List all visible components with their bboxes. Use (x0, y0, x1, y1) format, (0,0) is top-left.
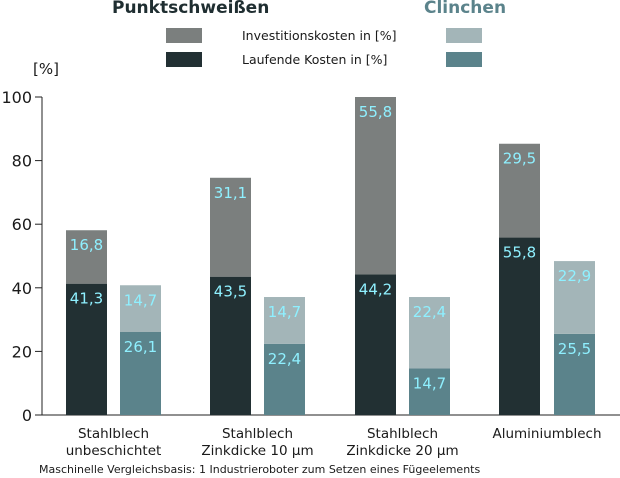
x-tick-label-2-line1: Stahlblech (367, 426, 438, 442)
clinch-running-label-0: 26,1 (124, 338, 157, 356)
legend-swatch-punkt-investment (166, 28, 202, 43)
clinch-investment-label-1: 14,7 (268, 303, 301, 321)
punkt-running-label-3: 55,8 (503, 244, 536, 262)
punkt-investment-label-1: 31,1 (214, 184, 247, 202)
clinch-investment-bar-3 (554, 261, 595, 334)
x-tick-label-1-line1: Stahlblech (222, 426, 293, 442)
punkt-running-bar-1 (210, 276, 251, 415)
clinch-investment-bar-0 (120, 285, 161, 333)
clinch-running-label-3: 25,5 (558, 340, 591, 358)
punkt-running-bar-3 (499, 237, 540, 415)
clinch-investment-bar-2 (409, 297, 450, 369)
punkt-running-label-0: 41,3 (70, 290, 103, 308)
clinch-investment-label-3: 22,9 (558, 267, 591, 285)
x-tick-label-3-line1: Aluminiumblech (492, 426, 601, 442)
punkt-investment-label-0: 16,8 (70, 236, 103, 254)
punkt-investment-bar-2 (355, 97, 396, 275)
x-tick-label-0-line2: unbeschichtet (66, 443, 162, 459)
legend-swatch-punkt-running (166, 52, 202, 67)
clinch-running-label-1: 22,4 (268, 350, 301, 368)
punkt-investment-bar-0 (66, 230, 107, 284)
clinch-running-bar-2 (409, 368, 450, 415)
y-tick-label-80: 80 (12, 152, 32, 171)
x-tick-label-2-line2: Zinkdicke 20 µm (346, 443, 458, 459)
clinch-running-bar-0 (120, 332, 161, 415)
clinch-investment-label-2: 22,4 (413, 303, 446, 321)
y-tick-label-100: 100 (1, 88, 32, 107)
punkt-investment-bar-3 (499, 143, 540, 238)
clinch-investment-label-0: 14,7 (124, 291, 157, 309)
punkt-investment-label-3: 29,5 (503, 150, 536, 168)
legend-label-investment: Investitionskosten in [%] (242, 28, 396, 43)
clinch-running-label-2: 14,7 (413, 374, 446, 392)
punkt-running-label-1: 43,5 (214, 283, 247, 301)
punkt-running-bar-0 (66, 283, 107, 415)
y-tick-label-40: 40 (12, 279, 32, 298)
group-title-punktschweissen: Punktschweißen (112, 0, 269, 18)
clinch-running-bar-1 (264, 343, 305, 415)
clinch-investment-bar-1 (264, 297, 305, 344)
x-tick-label-0-line1: Stahlblech (78, 426, 149, 442)
legend-swatch-clinch-investment (446, 28, 482, 43)
x-tick-label-1-line2: Zinkdicke 10 µm (201, 443, 313, 459)
y-axis-unit: [%] (33, 60, 59, 78)
y-tick-label-20: 20 (12, 342, 32, 361)
footnote: Maschinelle Vergleichsbasis: 1 Industrie… (39, 463, 480, 476)
legend-label-running: Laufende Kosten in [%] (242, 52, 387, 67)
punkt-running-label-2: 44,2 (359, 280, 392, 298)
group-title-clinchen: Clinchen (424, 0, 506, 18)
clinch-running-bar-3 (554, 333, 595, 415)
punkt-running-bar-2 (355, 274, 396, 415)
legend-swatch-clinch-running (446, 52, 482, 67)
y-tick-label-60: 60 (12, 215, 32, 234)
punkt-investment-bar-1 (210, 177, 251, 277)
y-tick-label-0: 0 (22, 406, 32, 425)
punkt-investment-label-2: 55,8 (359, 103, 392, 121)
